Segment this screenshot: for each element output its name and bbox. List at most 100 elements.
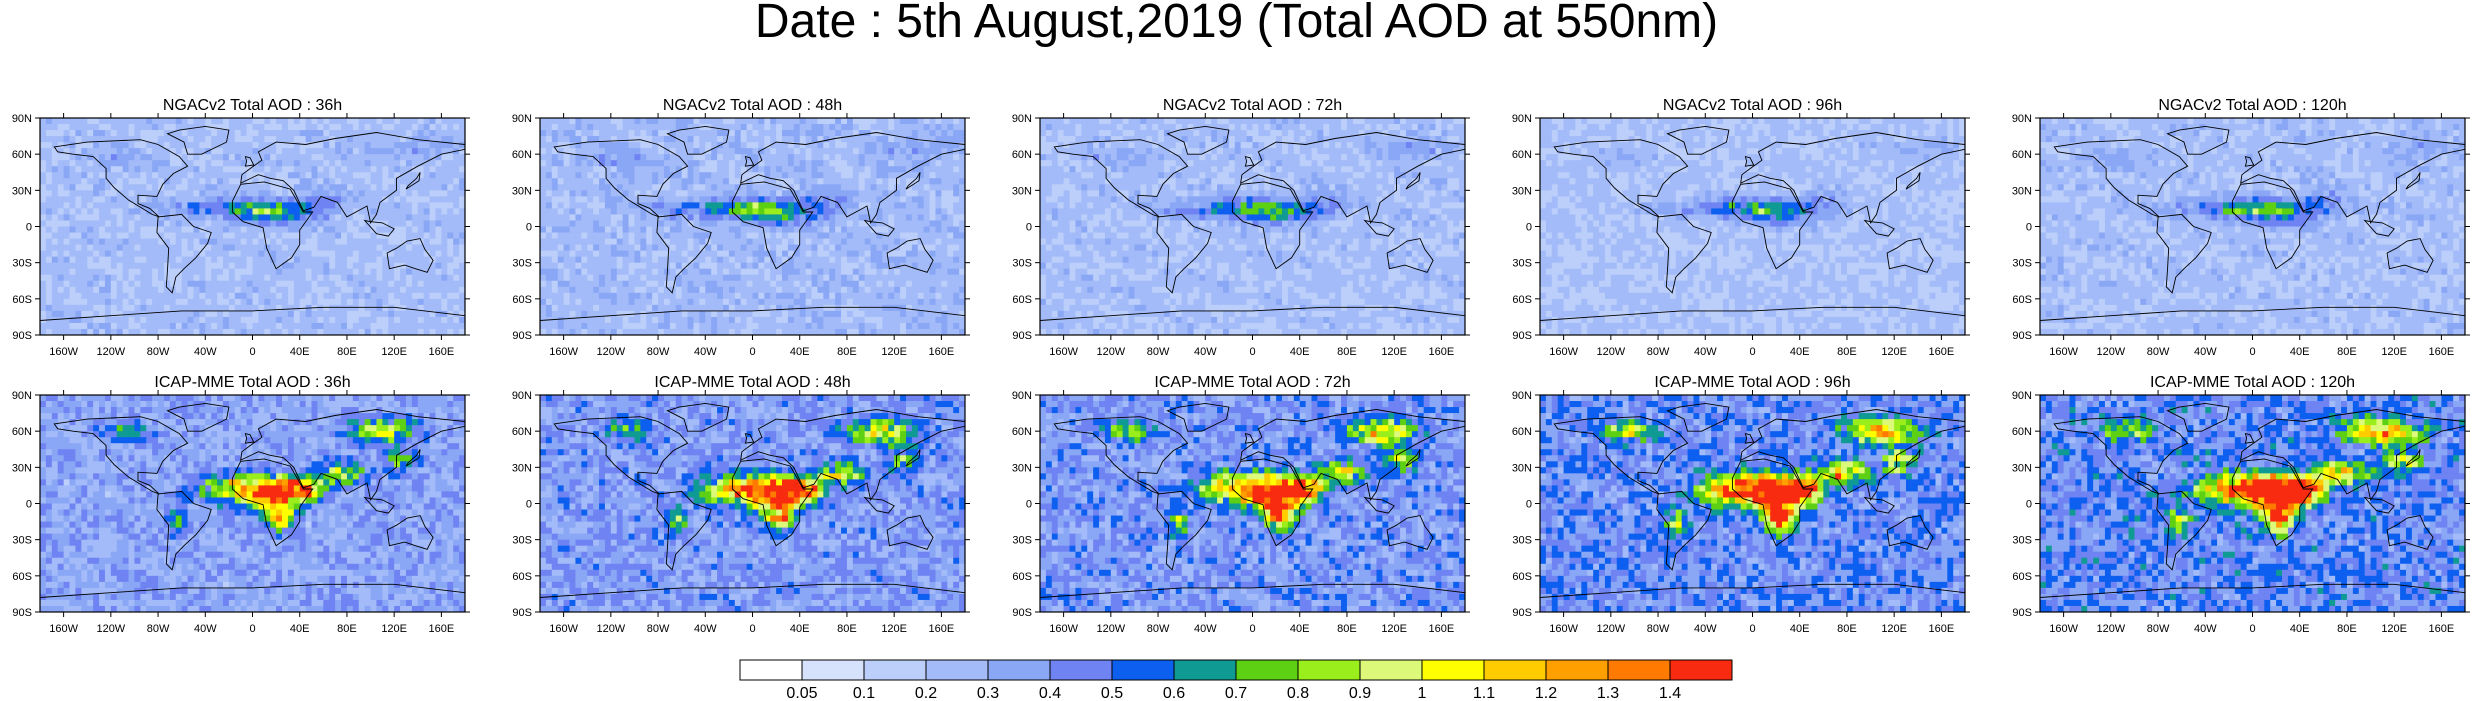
- aod-cell: [335, 310, 342, 318]
- aod-cell: [99, 220, 106, 228]
- aod-cell: [169, 262, 177, 270]
- aod-cell: [604, 256, 612, 264]
- aod-cell: [728, 238, 736, 246]
- aod-cell: [305, 166, 313, 173]
- aod-cell: [734, 298, 742, 306]
- aod-cell: [663, 220, 671, 228]
- aod-cell: [417, 190, 425, 197]
- aod-cell: [181, 292, 189, 300]
- aod-cell: [441, 328, 448, 335]
- aod-cell: [335, 256, 342, 264]
- aod-cell: [276, 154, 283, 161]
- aod-cell: [270, 148, 277, 155]
- aod-cell: [551, 124, 559, 131]
- aod-cell: [228, 322, 236, 330]
- aod-cell: [317, 154, 324, 161]
- aod-cell: [575, 274, 582, 282]
- aod-cell: [264, 268, 271, 276]
- aod-cell: [152, 220, 159, 228]
- aod-cell: [823, 196, 830, 203]
- aod-cell: [852, 286, 860, 294]
- aod-cell: [317, 280, 324, 288]
- aod-cell: [782, 274, 789, 282]
- aod-cell: [852, 256, 860, 264]
- aod-cell: [122, 232, 130, 240]
- aod-cell: [823, 130, 830, 137]
- aod-cell: [93, 238, 100, 246]
- aod-cell: [770, 196, 777, 203]
- aod-cell: [282, 190, 289, 197]
- aod-cell: [540, 130, 547, 137]
- aod-cell: [51, 184, 59, 191]
- aod-cell: [734, 304, 742, 312]
- aod-cell: [817, 262, 824, 270]
- aod-cell: [758, 124, 765, 131]
- aod-cell: [941, 178, 948, 185]
- aod-cell: [311, 310, 319, 318]
- aod-cell: [746, 256, 754, 264]
- aod-cell: [540, 298, 547, 306]
- aod-cell: [40, 322, 47, 330]
- aod-cell: [587, 148, 594, 155]
- aod-cell: [447, 124, 454, 131]
- aod-cell: [370, 250, 378, 258]
- aod-cell: [540, 268, 547, 276]
- aod-cell: [205, 142, 212, 149]
- aod-cell: [57, 196, 65, 203]
- aod-cell: [604, 280, 612, 288]
- aod-cell: [335, 154, 342, 161]
- aod-cell: [882, 256, 889, 264]
- aod-cell: [900, 130, 907, 137]
- aod-cell: [829, 154, 836, 161]
- aod-cell: [453, 202, 460, 210]
- aod-cell: [317, 172, 324, 179]
- aod-cell: [746, 262, 754, 270]
- aod-cell: [441, 280, 448, 288]
- aod-cell: [752, 160, 759, 167]
- aod-cell: [293, 178, 301, 185]
- aod-cell: [545, 262, 553, 270]
- aod-cell: [57, 214, 65, 222]
- aod-cell: [876, 238, 883, 246]
- aod-cell: [382, 202, 389, 210]
- aod-cell: [293, 148, 301, 155]
- aod-cell: [69, 316, 77, 324]
- aod-cell: [246, 328, 254, 335]
- aod-cell: [299, 166, 307, 173]
- aod-cell: [752, 202, 759, 210]
- aod-cell: [99, 178, 106, 185]
- aod-cell: [622, 310, 630, 318]
- aod-cell: [711, 244, 718, 252]
- aod-cell: [116, 328, 124, 335]
- aod-cell: [364, 148, 372, 155]
- aod-cell: [152, 118, 159, 125]
- aod-cell: [199, 274, 206, 282]
- aod-cell: [405, 220, 413, 228]
- aod-cell: [405, 202, 413, 210]
- aod-cell: [81, 304, 88, 312]
- aod-cell: [287, 328, 295, 335]
- aod-cell: [335, 316, 342, 324]
- lon-tick-label: 160E: [429, 346, 455, 358]
- aod-cell: [699, 148, 706, 155]
- aod-cell: [270, 196, 277, 203]
- aod-cell: [764, 232, 771, 240]
- aod-cell: [929, 196, 937, 203]
- aod-cell: [116, 172, 124, 179]
- aod-cell: [728, 304, 736, 312]
- aod-cell: [610, 214, 618, 222]
- aod-cell: [187, 316, 195, 324]
- aod-cell: [394, 232, 401, 240]
- aod-cell: [799, 214, 807, 222]
- aod-cell: [441, 250, 448, 258]
- aod-cell: [540, 160, 547, 167]
- aod-cell: [376, 154, 383, 161]
- aod-cell: [205, 244, 212, 252]
- aod-cell: [352, 166, 360, 173]
- aod-cell: [563, 166, 571, 173]
- aod-cell: [900, 166, 907, 173]
- aod-cell: [770, 160, 777, 167]
- aod-cell: [740, 154, 748, 161]
- aod-cell: [563, 268, 571, 276]
- aod-cell: [569, 268, 577, 276]
